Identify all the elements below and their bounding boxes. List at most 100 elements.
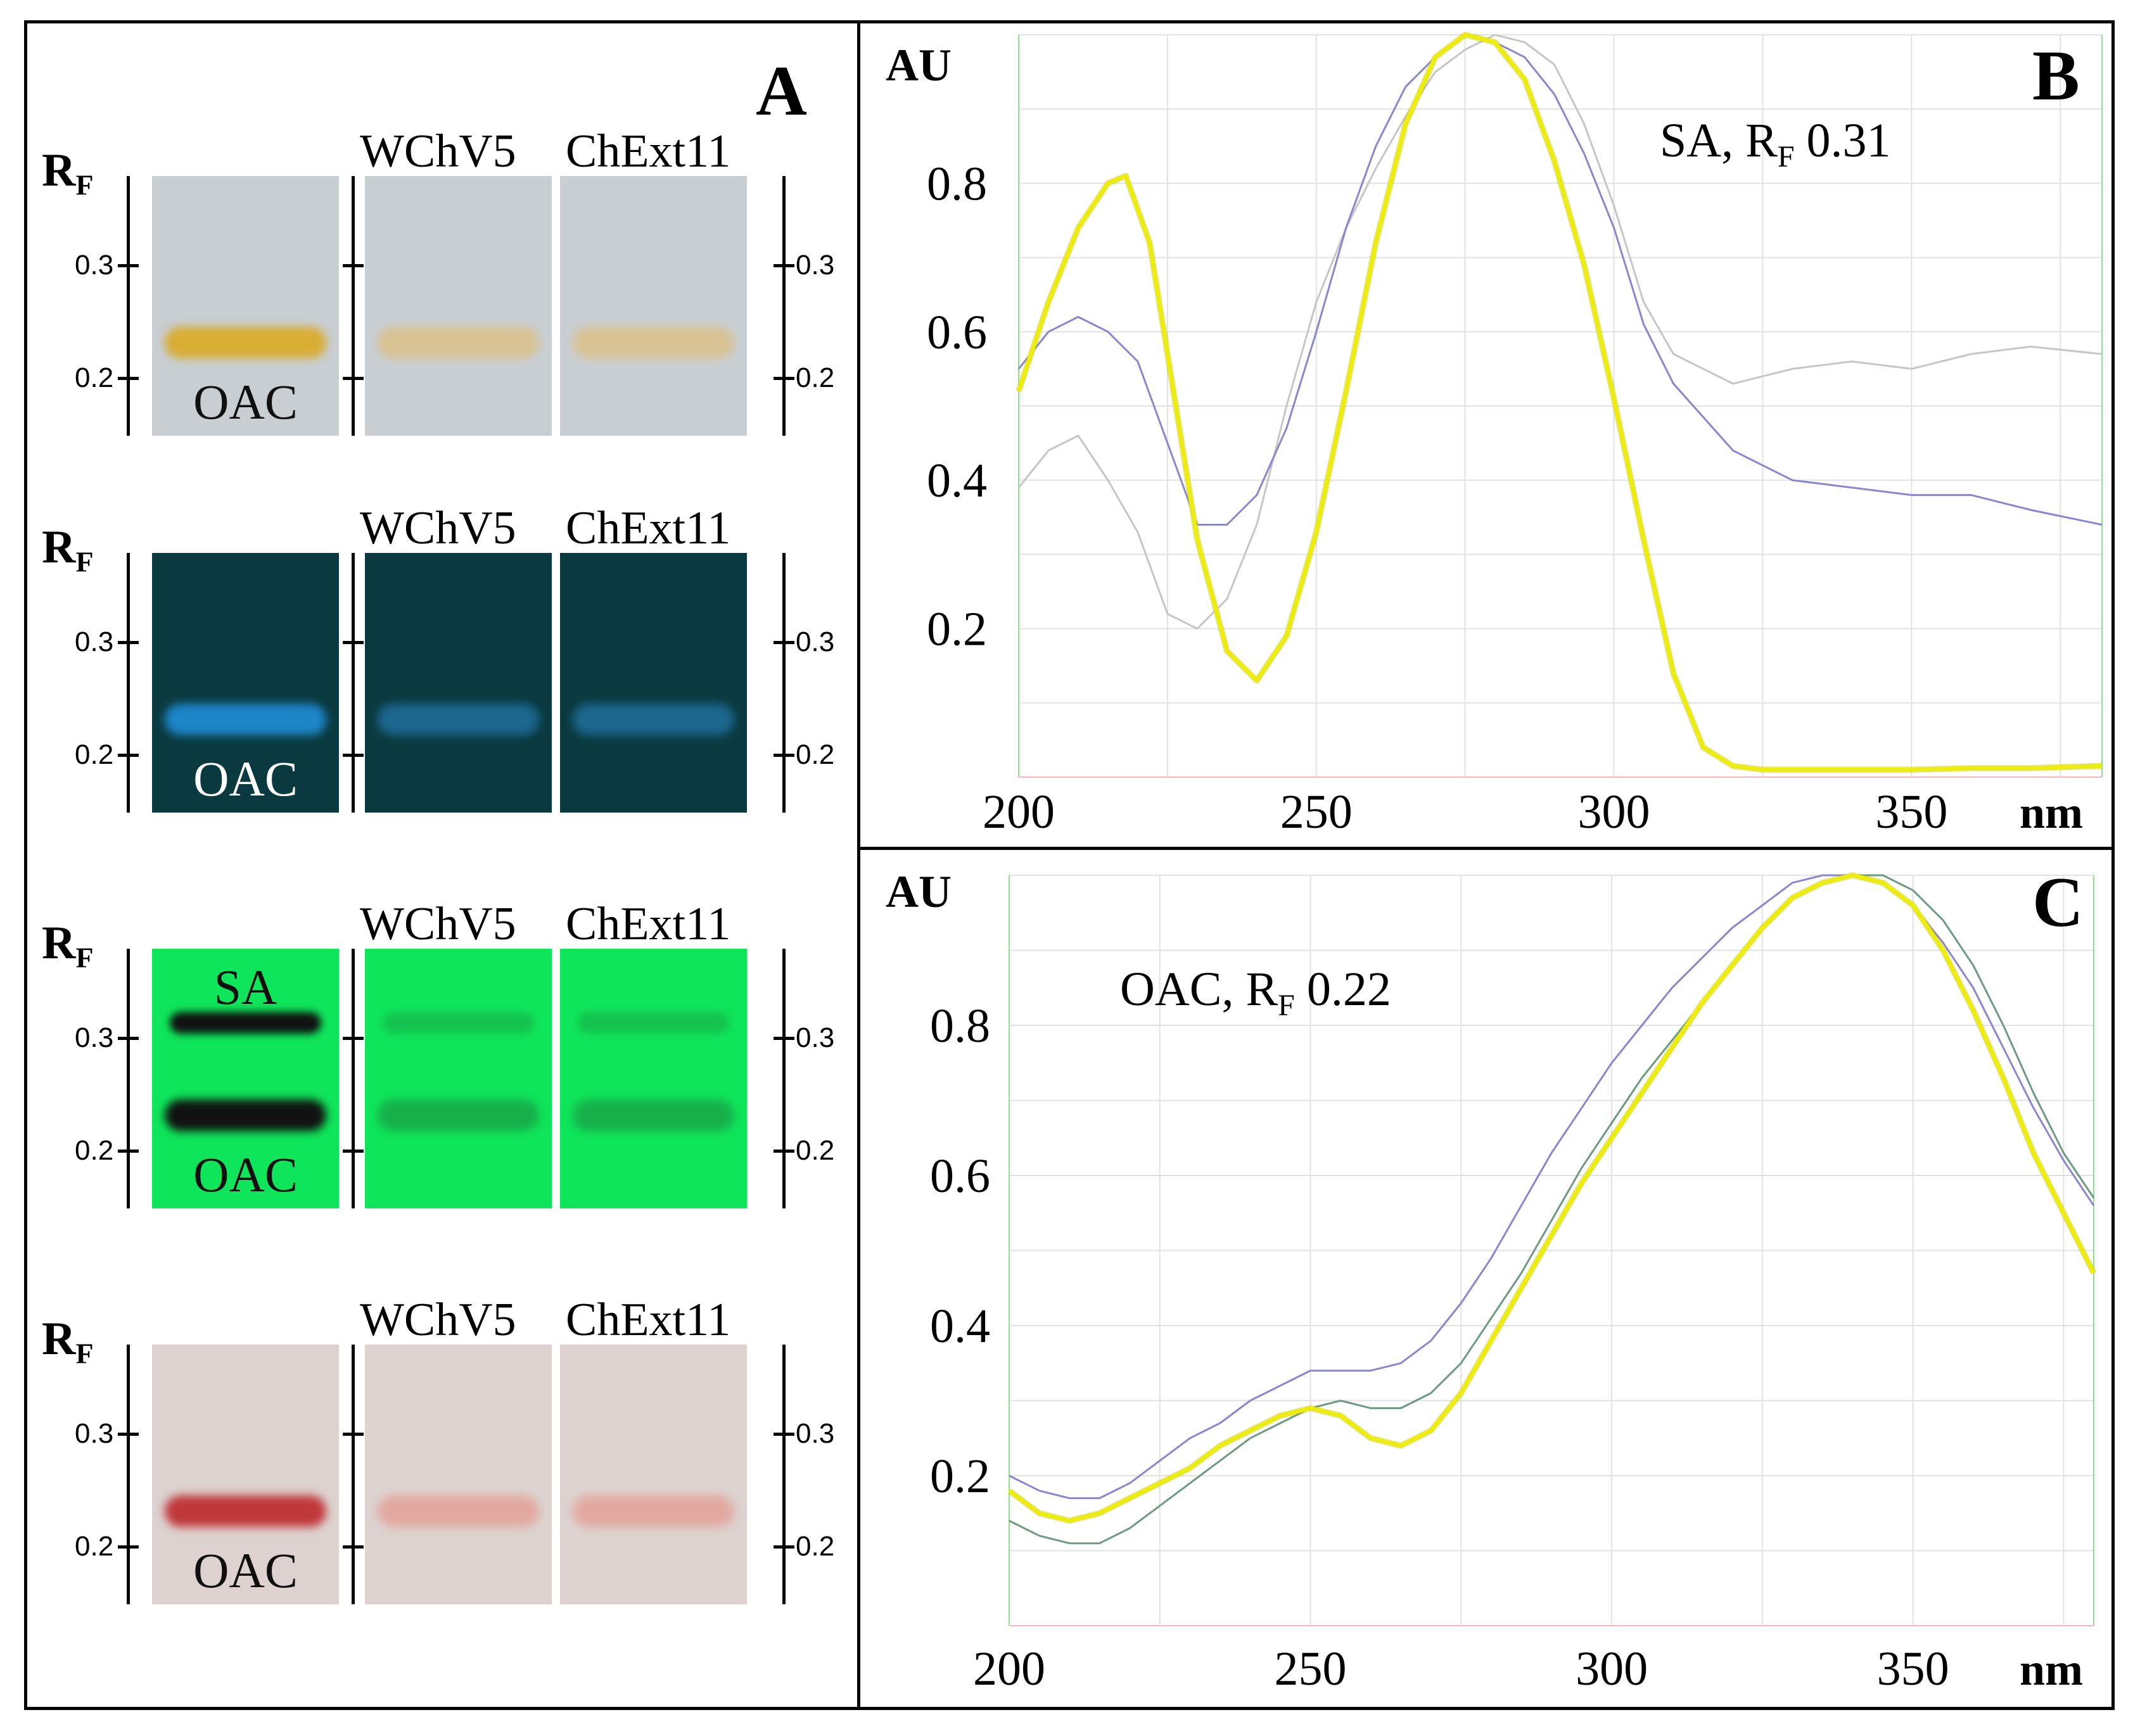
- tick-label-left-03: 0.3: [75, 250, 114, 281]
- y-axis-label: AU: [886, 866, 952, 917]
- rf-axis-left: [127, 949, 130, 1208]
- rf-axis-middle: [352, 949, 355, 1208]
- rf-axis-right-tick-02: [774, 377, 794, 380]
- rf-axis-middle: [352, 176, 355, 436]
- y-tick-label: 0.8: [927, 157, 987, 210]
- lane-label-wchv5: WChV5: [360, 125, 516, 177]
- plate-wchv5: [365, 949, 552, 1208]
- band-oac: [165, 704, 326, 735]
- rf-axis-left-tick-02: [118, 377, 139, 380]
- rf-axis-right-tick-02: [774, 754, 794, 757]
- x-tick-label: 300: [1576, 1642, 1648, 1695]
- tick-label-right-03: 0.3: [796, 626, 835, 657]
- rf-axis-middle-tick-02: [343, 377, 364, 380]
- y-tick-label: 0.2: [927, 603, 987, 656]
- rf-axis-right-tick-03: [774, 264, 794, 267]
- band-oac: [573, 327, 734, 358]
- tlc-row-4: RF WChV5 ChExt11 OAC 0.3 0.2 0.3 0.2: [0, 1283, 857, 1625]
- tick-label-left-03: 0.3: [75, 626, 114, 657]
- series-line-1: [1016, 32, 2103, 772]
- figure-frame: [24, 20, 2115, 1710]
- x-tick-label: 250: [1275, 1642, 1347, 1695]
- lane-label-chext11: ChExt11: [566, 125, 731, 177]
- reference-label-oac: OAC: [193, 1147, 298, 1202]
- rf-axis-right-tick-03: [774, 1433, 794, 1436]
- lane-label-wchv5: WChV5: [360, 898, 516, 950]
- rf-axis-middle-tick-03: [343, 264, 364, 267]
- panel-letter-a: A: [756, 52, 807, 130]
- rf-axis-middle-tick-02: [343, 1545, 364, 1549]
- tick-label-right-02: 0.2: [796, 739, 835, 770]
- band-sa: [578, 1012, 729, 1034]
- rf-axis-right: [782, 1345, 786, 1604]
- plate-chext11: [560, 553, 747, 813]
- reference-plate: SA OAC: [152, 949, 339, 1208]
- rf-axis-middle-tick-02: [343, 1150, 364, 1153]
- plate-chext11: [560, 1345, 747, 1604]
- x-tick-label: 250: [1280, 785, 1353, 839]
- band-oac: [378, 327, 539, 358]
- grid: [1019, 34, 2102, 777]
- lane-label-chext11: ChExt11: [566, 898, 731, 950]
- rf-axis-left-tick-03: [118, 1433, 139, 1436]
- plate-wchv5: [365, 1345, 552, 1604]
- reference-plate: OAC: [152, 1345, 339, 1604]
- rf-axis-left-tick-02: [118, 754, 139, 757]
- y-tick-label: 0.6: [927, 306, 987, 359]
- annotation-label: OAC, RF 0.22: [1120, 963, 1391, 1022]
- series-line-shadow: [1016, 32, 2103, 773]
- rf-axis-right-tick-03: [774, 1037, 794, 1040]
- rf-axis-label: RF: [42, 1313, 94, 1370]
- series-line-1: [1007, 873, 2096, 1523]
- tick-label-right-02: 0.2: [796, 1531, 835, 1562]
- band-oac: [573, 1495, 734, 1527]
- reference-plate: OAC: [152, 553, 339, 813]
- band-oac: [378, 1495, 539, 1527]
- tlc-row-3: RF WChV5 ChExt11 SA OAC 0.3 0.2 0.3 0.2: [0, 887, 857, 1229]
- rf-axis-left-tick-03: [118, 264, 139, 267]
- series-line-3: [1009, 874, 2095, 1545]
- x-tick-label: 300: [1578, 785, 1650, 839]
- band-sa: [170, 1012, 321, 1034]
- rf-axis-middle-tick-03: [343, 641, 364, 644]
- grid: [1009, 875, 2094, 1626]
- rf-axis-right-tick-02: [774, 1150, 794, 1153]
- rf-axis-middle-tick-03: [343, 1433, 364, 1436]
- rf-axis-label: RF: [42, 144, 94, 201]
- tick-label-right-03: 0.3: [796, 1418, 835, 1449]
- lane-label-chext11: ChExt11: [566, 1294, 731, 1346]
- tick-label-right-03: 0.3: [796, 250, 835, 281]
- rf-axis-left-tick-03: [118, 1037, 139, 1040]
- y-tick-label: 0.8: [930, 999, 990, 1053]
- band-oac: [378, 704, 539, 735]
- tick-label-left-02: 0.2: [75, 739, 114, 770]
- tick-label-left-03: 0.3: [75, 1418, 114, 1449]
- x-tick-label: 350: [1877, 1642, 1949, 1695]
- rf-axis-left: [127, 176, 130, 436]
- tick-label-left-02: 0.2: [75, 1531, 114, 1562]
- plate-wchv5: [365, 176, 552, 436]
- band-oac: [165, 1495, 326, 1527]
- plate-chext11: [560, 949, 747, 1208]
- rf-axis-right-tick-03: [774, 641, 794, 644]
- plate-wchv5: [365, 553, 552, 813]
- y-tick-label: 0.6: [930, 1150, 990, 1203]
- x-axis-unit-label: nm: [2020, 787, 2083, 838]
- rf-axis-right: [782, 949, 786, 1208]
- rf-axis-left-tick-02: [118, 1545, 139, 1549]
- rf-axis-right: [782, 553, 786, 813]
- uv-spectrum-chart-sa: 0.2 0.4 0.6 0.8 200 250 300 350 AU nm B SA, RF 0.31: [886, 32, 2103, 839]
- rf-axis-middle: [352, 1345, 355, 1604]
- y-tick-label: 0.4: [927, 454, 987, 507]
- y-tick-label: 0.4: [930, 1300, 990, 1353]
- reference-label-oac: OAC: [193, 1543, 298, 1598]
- y-axis-label: AU: [886, 40, 952, 91]
- panel-divider-horizontal: [857, 847, 2115, 850]
- rf-axis-middle-tick-02: [343, 754, 364, 757]
- rf-axis-left-tick-02: [118, 1150, 139, 1153]
- tick-label-left-02: 0.2: [75, 362, 114, 393]
- x-tick-label: 200: [973, 1642, 1045, 1695]
- tlc-row-1: RF WChV5 ChExt11 OAC 0.3 0.2 0.3 0.2: [0, 114, 857, 456]
- uv-spectrum-chart-oac: 0.2 0.4 0.6 0.8 200 250 300 350 AU nm C OAC, RF 0.2…: [886, 863, 2097, 1695]
- rf-axis-middle-tick-03: [343, 1037, 364, 1040]
